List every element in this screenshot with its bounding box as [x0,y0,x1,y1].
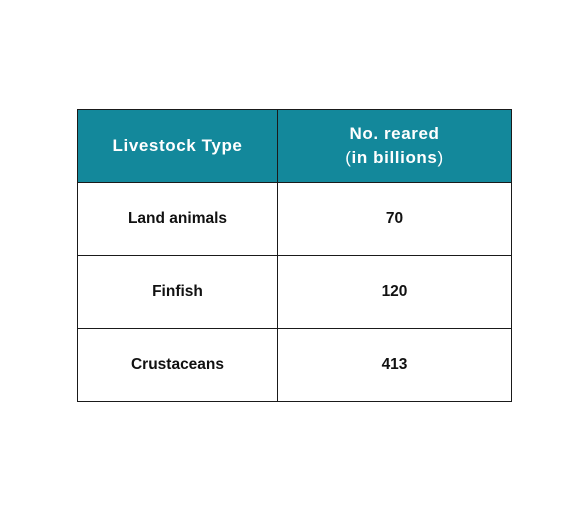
header-unit-text: in billions [351,148,438,167]
row-livestock-type: Crustaceans [77,328,278,402]
header-number-reared-label: No. reared [349,124,440,143]
row-livestock-type: Finfish [77,255,278,329]
header-number-unit: (in billions) [278,146,511,170]
header-unit-close-paren: ) [437,148,444,167]
header-row: Livestock Type No. reared (in billions) [77,109,512,183]
row-livestock-type: Land animals [77,182,278,256]
row-number-reared: 413 [277,328,512,402]
header-unit-open-paren: ( [345,148,352,167]
table-row: Finfish 120 [77,255,512,329]
header-livestock-type: Livestock Type [77,109,278,183]
livestock-table: Livestock Type No. reared (in billions) … [77,109,512,402]
table-row: Crustaceans 413 [77,328,512,402]
header-number-reared: No. reared (in billions) [277,109,512,183]
table-row: Land animals 70 [77,182,512,256]
header-livestock-type-label: Livestock Type [112,136,243,155]
row-number-reared: 70 [277,182,512,256]
row-number-reared: 120 [277,255,512,329]
